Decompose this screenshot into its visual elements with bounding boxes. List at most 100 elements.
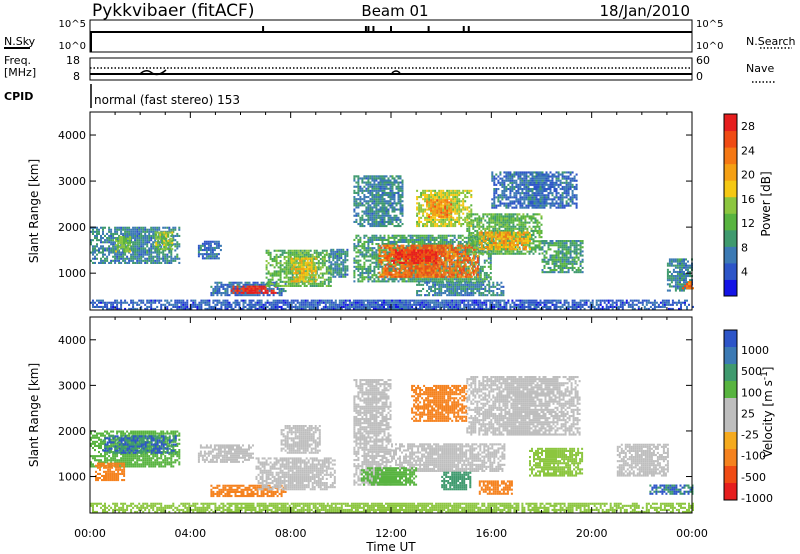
heatmap-cell [392,223,394,225]
heatmap-cell [506,228,508,230]
heatmap-cell [399,247,401,249]
heatmap-cell [457,261,459,263]
heatmap-cell [270,264,272,266]
heatmap-cell [508,253,510,255]
heatmap-cell [465,272,467,274]
heatmap-cell [152,237,154,239]
heatmap-cell [150,245,152,247]
heatmap-cell [361,272,363,274]
heatmap-cell [375,209,377,211]
heatmap-cell [462,239,464,241]
heatmap-cell [123,248,125,250]
heatmap-cell [373,200,375,202]
heatmap-cell [440,237,442,239]
heatmap-cell [367,190,369,192]
heatmap-cell [140,254,142,256]
heatmap-cell [367,243,369,245]
heatmap-cell [424,225,426,227]
heatmap-cell [122,233,124,235]
heatmap-cell [344,265,346,267]
heatmap-cell [457,253,459,255]
heatmap-cell [291,268,293,270]
heatmap-cell [393,256,395,258]
heatmap-cell [411,274,413,276]
heatmap-cell [384,217,386,219]
heatmap-cell [400,209,402,211]
heatmap-cell [380,188,382,190]
heatmap-cell [500,215,502,217]
heatmap-cell [429,265,431,267]
heatmap-cell [386,239,388,241]
heatmap-cell [100,258,102,260]
heatmap-cell [365,209,367,211]
heatmap-cell [440,239,442,241]
heatmap-cell [373,223,375,225]
heatmap-cell [422,278,424,280]
heatmap-cell [278,279,280,281]
heatmap-cell [125,238,127,240]
heatmap-cell [367,219,369,221]
heatmap-cell [96,245,98,247]
heatmap-cell [363,190,365,192]
heatmap-cell [301,274,303,276]
heatmap-cell [96,233,98,235]
heatmap-cell [136,227,138,229]
heatmap-cell [417,262,419,264]
heatmap-cell [383,274,385,276]
heatmap-cell [449,261,451,263]
heatmap-cell [382,180,384,182]
heatmap-cell [284,250,286,252]
heatmap-cell [371,253,373,255]
heatmap-cell [422,198,424,200]
heatmap-cell [136,260,138,262]
heatmap-cell [442,204,444,206]
heatmap-cell [359,200,361,202]
heatmap-cell [400,194,402,196]
heatmap-cell [500,226,502,228]
heatmap-cell [229,294,231,296]
heatmap-cell [381,255,383,257]
heatmap-cell [361,204,363,206]
heatmap-cell [371,217,373,219]
heatmap-cell [363,225,365,227]
heatmap-cell [442,194,444,196]
heatmap-cell [108,229,110,231]
heatmap-cell [452,204,454,206]
heatmap-cell [404,280,406,282]
heatmap-cell [419,260,421,262]
heatmap-cell [160,262,162,264]
heatmap-cell [452,202,454,204]
heatmap-cell [363,258,365,260]
heatmap-cell [486,222,488,224]
heatmap-cell [416,215,418,217]
heatmap-cell [359,198,361,200]
heatmap-cell [300,285,302,287]
heatmap-cell [167,240,169,242]
heatmap-cell [458,200,460,202]
heatmap-cell [388,241,390,243]
heatmap-cell [416,198,418,200]
heatmap-cell [163,232,165,234]
heatmap-cell [472,224,474,226]
heatmap-cell [245,288,247,290]
heatmap-cell [395,254,397,256]
heatmap-cell [161,240,163,242]
heatmap-cell [432,194,434,196]
heatmap-cell [152,252,154,254]
heatmap-cell [292,252,294,254]
heatmap-cell [393,251,395,253]
heatmap-cell [447,255,449,257]
heatmap-cell [455,265,457,267]
heatmap-cell [395,256,397,258]
heatmap-cell [463,265,465,267]
heatmap-cell [148,256,150,258]
heatmap-cell [421,270,423,272]
heatmap-cell [458,235,460,237]
heatmap-cell [390,278,392,280]
heatmap-cell [305,276,307,278]
heatmap-cell [121,238,123,240]
heatmap-cell [428,237,430,239]
heatmap-cell [128,229,130,231]
heatmap-cell [396,202,398,204]
heatmap-cell [249,290,251,292]
